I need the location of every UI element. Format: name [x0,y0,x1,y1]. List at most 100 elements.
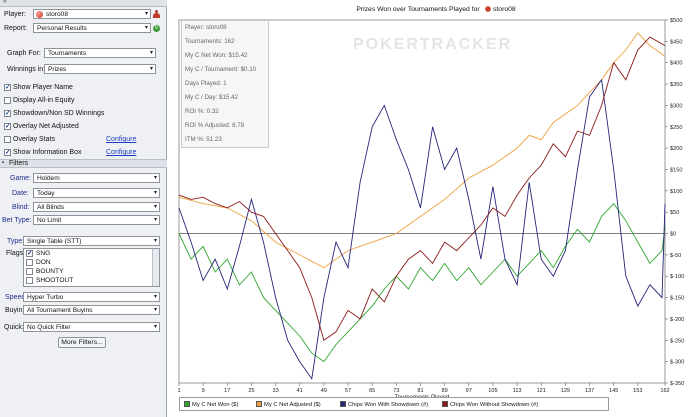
x-tick-label: 9 [202,388,205,394]
showdown-winnings-label: Showdown/Non SD Winnings [13,110,105,117]
overlay-net-adjusted-label: Overlay Net Adjusted [13,123,79,130]
x-tick-label: 1 [177,388,180,394]
legend-item[interactable]: Chips Won Without Showdown (#) [442,401,538,408]
type-select[interactable]: Single Table (STT) ▾ [23,236,160,246]
legend-item[interactable]: My C Net Adjusted ($) [256,401,321,408]
sng-checkbox[interactable] [26,250,33,257]
quick-filter-select[interactable]: No Quick Filter ▾ [23,322,160,332]
y-tick-label: $400 [670,61,682,67]
winnings-in-select[interactable]: Prizes ▾ [44,64,156,74]
legend-swatch [184,401,190,407]
x-tick-label: 129 [561,388,570,394]
graph-for-label: Graph For: [7,50,41,57]
legend-swatch [442,401,448,407]
info-line: Player: storo08 [185,24,227,31]
series-line [178,78,666,380]
graph-for-select[interactable]: Tournaments ▾ [44,48,156,58]
x-tick-label: 65 [369,388,375,394]
overlay-stats-checkbox[interactable] [4,136,11,143]
flags-scrollbar[interactable] [152,249,159,286]
collapse-icon[interactable]: « [3,0,7,5]
x-tick-label: 105 [488,388,497,394]
series-line [178,36,666,342]
x-tick-label: 97 [466,388,472,394]
speed-label: Speed: [5,294,28,301]
x-tick-label: 137 [585,388,594,394]
speed-select[interactable]: Hyper Turbo ▾ [23,292,160,302]
y-tick-label: $-250 [670,338,684,344]
y-tick-label: $150 [670,167,682,173]
y-tick-label: $0 [670,232,676,238]
overlay-net-adjusted-checkbox[interactable] [4,123,11,130]
x-tick-label: 25 [248,388,254,394]
y-tick-label: $300 [670,103,682,109]
overlay-stats-label: Overlay Stats [13,136,56,143]
display-allin-equity-label: Display All-in Equity [13,97,75,104]
chevron-down-icon: ▾ [149,66,153,72]
date-select[interactable]: Today ▾ [33,188,160,198]
showdown-winnings-checkbox[interactable] [4,110,11,117]
shootout-checkbox[interactable] [26,277,33,284]
x-tick-label: 49 [321,388,327,394]
x-tick-label: 89 [442,388,448,394]
series-line [178,32,666,269]
report-select[interactable]: Personal Results ▾ [33,23,151,33]
y-tick-label: $-300 [670,360,684,366]
display-allin-equity-checkbox[interactable] [4,97,11,104]
blind-select[interactable]: All Blinds ▾ [33,202,160,212]
show-info-box-configure-link[interactable]: Configure [106,149,137,156]
show-info-box-label: Show Information Box [13,149,82,156]
legend-item[interactable]: Chips Won With Showdown (#) [340,401,428,408]
x-tick-label: 33 [272,388,278,394]
info-line: Tournaments: 162 [185,38,235,45]
don-checkbox[interactable] [26,259,33,266]
player-site-icon [485,6,491,12]
chart-title-player: storo08 [493,6,516,13]
collapse-icon: ▪ [2,160,5,166]
buyin-select[interactable]: All Tournament Buyins ▾ [23,305,160,315]
type-label: Type: [7,238,25,245]
y-tick-label: $500 [670,18,682,24]
refresh-icon[interactable]: ↻ [153,25,160,32]
x-tick-label: 73 [393,388,399,394]
legend-swatch [256,401,262,407]
y-tick-label: $50 [670,210,679,216]
game-select[interactable]: Holdem ▾ [33,173,160,183]
info-line: ITM %: 51.23 [185,136,222,143]
chevron-down-icon: ▾ [153,238,157,244]
quick-label: Quick: [4,324,24,331]
player-user-icon[interactable] [153,10,160,18]
chart-panel: POKERTRACKER Prizes Won over Tournaments… [167,0,700,417]
chevron-down-icon: ▾ [149,50,153,56]
y-tick-label: $-100 [670,274,684,280]
panel-collapse-strip[interactable]: « [0,0,167,7]
bet-type-select[interactable]: No Limit ▾ [33,215,160,225]
show-player-name-checkbox[interactable] [4,84,11,91]
y-tick-label: $-150 [670,296,684,302]
more-filters-button[interactable]: More Filters... [58,337,106,348]
chevron-down-icon: ▾ [153,190,157,196]
legend-item[interactable]: My C Net Won ($) [184,401,238,408]
watermark: POKERTRACKER [353,36,513,53]
y-tick-label: $200 [670,146,682,152]
show-info-box-checkbox[interactable] [4,149,11,156]
info-line: ROI %: 0.32 [185,108,219,115]
chevron-down-icon: ▾ [153,175,157,181]
series-line [178,202,666,363]
player-label: Player: [4,11,26,18]
chevron-down-icon: ▾ [153,307,157,313]
flags-listbox[interactable]: SNG DON BOUNTY SHOOTOUT [23,248,160,287]
chevron-down-icon: ▾ [153,324,157,330]
overlay-stats-configure-link[interactable]: Configure [106,136,137,143]
filters-section-header[interactable]: ▪ Filters [0,159,167,168]
x-tick-label: 57 [345,388,351,394]
x-tick-label: 17 [224,388,230,394]
y-tick-label: $100 [670,189,682,195]
player-select[interactable]: storo08 ▾ [33,9,151,19]
winnings-in-label: Winnings in: [7,66,46,73]
blind-label: Blind: [12,204,30,211]
legend-swatch [340,401,346,407]
report-label: Report: [4,25,27,32]
chevron-down-icon: ▾ [153,294,157,300]
bounty-checkbox[interactable] [26,268,33,275]
